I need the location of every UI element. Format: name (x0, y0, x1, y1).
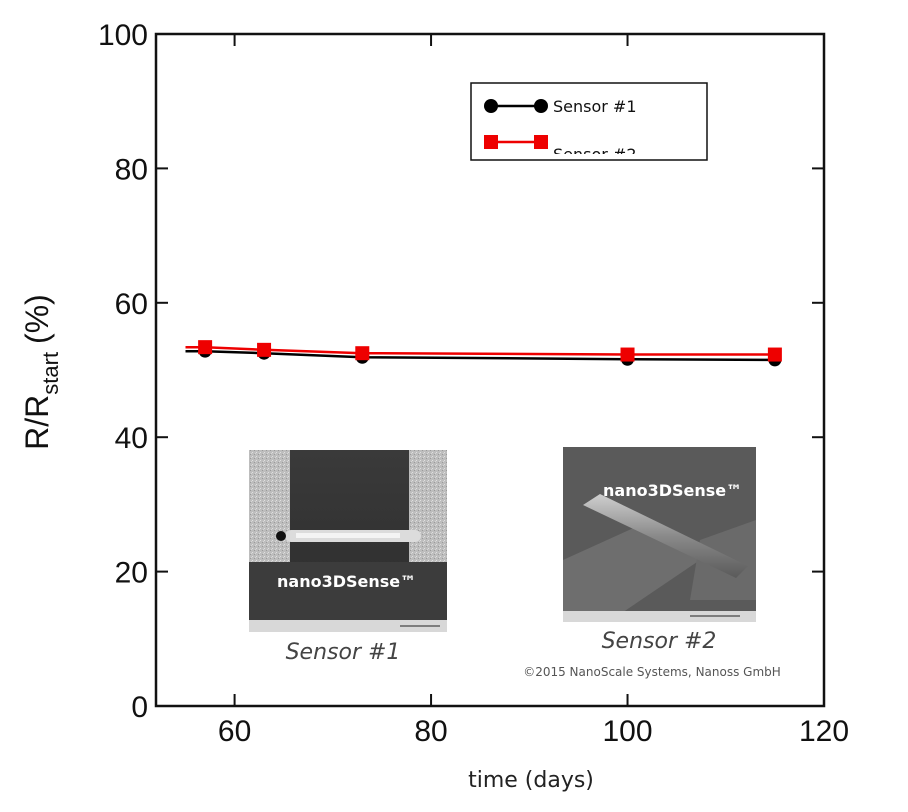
x-tick-label: 120 (799, 715, 849, 748)
y-tick-label: 80 (115, 153, 148, 186)
y-tick-label: 0 (131, 691, 148, 724)
plot-frame (154, 32, 826, 708)
inset-2-brand: nano3DSense™ (603, 481, 742, 500)
y-axis-label-unit: (%) (19, 294, 55, 344)
data-point (198, 340, 213, 355)
inset-1-nanowire-shade (296, 533, 400, 538)
inset-2-electrode-left (563, 525, 700, 621)
inset-2-nanowire (583, 494, 748, 578)
x-tick-label: 80 (414, 715, 447, 748)
inset-1-brand: nano3DSense™ (277, 572, 416, 591)
legend: Sensor #1 Sensor #2 (470, 82, 708, 164)
x-axis-ticks: 60 80 100 120 (218, 34, 849, 748)
data-point (767, 347, 782, 362)
data-point (257, 342, 272, 357)
legend-marker-sensor-2-right (534, 135, 548, 149)
inset-2-databar (563, 611, 756, 622)
data-point (355, 346, 370, 361)
inset-1-right-electrode (409, 450, 447, 562)
legend-label-sensor-2: Sensor #2 (553, 145, 637, 164)
y-tick-label: 20 (115, 557, 148, 590)
series-2 (185, 340, 782, 362)
data-point (620, 347, 635, 362)
legend-label-sensor-1: Sensor #1 (553, 97, 637, 116)
y-axis-label: R/Rstart (%) (19, 294, 63, 450)
inset-sensor-1: nano3DSense™ Sensor #1 (249, 450, 447, 665)
copyright-notice: ©2015 NanoScale Systems, Nanoss GmbH (523, 665, 781, 679)
inset-1-caption: Sensor #1 (286, 640, 401, 665)
legend-marker-sensor-1-left (484, 99, 498, 113)
y-tick-label: 60 (115, 288, 148, 321)
x-tick-label: 60 (218, 715, 251, 748)
x-axis-label: time (days) (468, 768, 594, 793)
y-axis-ticks: 0 20 40 60 80 100 (98, 19, 824, 724)
inset-1-substrate (249, 562, 447, 620)
legend-marker-sensor-1-right (534, 99, 548, 113)
y-axis-label-main: R/R (19, 395, 55, 450)
legend-box (470, 82, 708, 161)
inset-1-left-electrode (249, 450, 290, 562)
inset-2-caption: Sensor #2 (602, 629, 717, 654)
x-tick-label: 100 (602, 715, 652, 748)
y-tick-label: 100 (98, 19, 148, 52)
inset-1-bead-left (276, 531, 286, 541)
inset-sensor-2: nano3DSense™ Sensor #2 (563, 447, 756, 654)
inset-1-databar (249, 620, 447, 632)
svg-text:R/Rstart(%): R/Rstart (%) (19, 294, 63, 450)
y-axis-label-sub: start (38, 352, 63, 395)
series-layer (185, 340, 782, 367)
y-tick-label: 40 (115, 422, 148, 455)
legend-marker-sensor-2-left (484, 135, 498, 149)
